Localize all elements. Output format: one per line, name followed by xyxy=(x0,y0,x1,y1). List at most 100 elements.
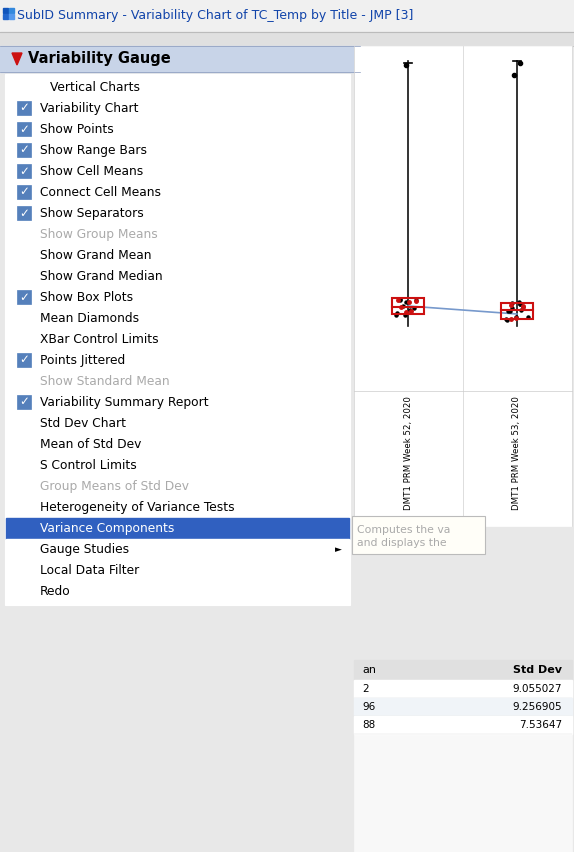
Text: Vertical Charts: Vertical Charts xyxy=(50,81,140,94)
Text: Show Grand Median: Show Grand Median xyxy=(40,270,162,283)
Text: Connect Cell Means: Connect Cell Means xyxy=(40,186,161,199)
Text: DMT1 PRM Week 53, 2020: DMT1 PRM Week 53, 2020 xyxy=(513,396,522,509)
Text: DMT1 PRM Week 52, 2020: DMT1 PRM Week 52, 2020 xyxy=(404,396,413,509)
Text: ✓: ✓ xyxy=(19,291,29,303)
Bar xyxy=(0,46,360,72)
Bar xyxy=(0,32,574,46)
Text: ✓: ✓ xyxy=(19,354,29,366)
Bar xyxy=(17,122,31,136)
Bar xyxy=(17,143,31,157)
Polygon shape xyxy=(12,53,22,65)
Text: Variance Components: Variance Components xyxy=(40,522,174,535)
Bar xyxy=(17,185,31,199)
Bar xyxy=(17,290,31,304)
Text: and displays the: and displays the xyxy=(357,538,447,548)
Text: Points Jittered: Points Jittered xyxy=(40,354,125,367)
Text: Variability Summary Report: Variability Summary Report xyxy=(40,396,208,409)
Text: Variability Chart: Variability Chart xyxy=(40,102,138,115)
Text: Heterogeneity of Variance Tests: Heterogeneity of Variance Tests xyxy=(40,501,235,514)
Bar xyxy=(352,516,485,554)
Bar xyxy=(3,14,8,19)
Bar xyxy=(6,392,349,413)
Bar xyxy=(6,287,349,308)
Text: Show Group Means: Show Group Means xyxy=(40,228,158,241)
Bar xyxy=(6,329,349,350)
Bar xyxy=(6,434,349,455)
Bar xyxy=(6,98,349,119)
Text: Computes the va: Computes the va xyxy=(357,525,451,535)
Text: Show Range Bars: Show Range Bars xyxy=(40,144,147,157)
Bar xyxy=(6,455,349,476)
Bar xyxy=(17,101,31,115)
Bar xyxy=(6,77,349,98)
Bar xyxy=(6,224,349,245)
Text: 9.055027: 9.055027 xyxy=(513,684,562,694)
Text: Group Means of Std Dev: Group Means of Std Dev xyxy=(40,480,189,493)
Bar xyxy=(17,353,31,367)
Text: Show Points: Show Points xyxy=(40,123,114,136)
Bar xyxy=(6,203,349,224)
Text: Std Dev: Std Dev xyxy=(513,665,562,675)
Text: Mean of Std Dev: Mean of Std Dev xyxy=(40,438,141,451)
Bar xyxy=(6,182,349,203)
Bar xyxy=(354,660,572,852)
Text: ►: ► xyxy=(335,545,342,554)
Bar xyxy=(354,660,572,680)
Bar xyxy=(6,518,349,539)
Bar xyxy=(6,350,349,371)
Bar xyxy=(17,206,31,220)
Bar xyxy=(6,140,349,161)
Text: Show Grand Mean: Show Grand Mean xyxy=(40,249,152,262)
Text: Show Separators: Show Separators xyxy=(40,207,144,220)
Text: an: an xyxy=(362,665,376,675)
Text: ✓: ✓ xyxy=(19,143,29,157)
Text: Std Dev Chart: Std Dev Chart xyxy=(40,417,126,430)
Text: ✓: ✓ xyxy=(19,395,29,408)
Text: ✓: ✓ xyxy=(19,101,29,114)
Bar xyxy=(501,303,533,319)
Text: ✓: ✓ xyxy=(19,164,29,177)
Text: Show Cell Means: Show Cell Means xyxy=(40,165,144,178)
Text: 2: 2 xyxy=(362,684,369,694)
Text: ✓: ✓ xyxy=(19,186,29,199)
Bar xyxy=(354,698,572,716)
Text: 88: 88 xyxy=(362,720,375,730)
Bar xyxy=(5,74,350,605)
Text: Gauge Studies: Gauge Studies xyxy=(40,543,129,556)
Text: XBar Control Limits: XBar Control Limits xyxy=(40,333,158,346)
Bar xyxy=(6,266,349,287)
Bar xyxy=(6,245,349,266)
Bar xyxy=(6,308,349,329)
Bar xyxy=(6,161,349,182)
Bar xyxy=(354,46,572,526)
Text: Mean Diamonds: Mean Diamonds xyxy=(40,312,139,325)
Bar xyxy=(9,14,14,19)
Bar xyxy=(17,395,31,409)
Bar xyxy=(6,560,349,581)
Bar xyxy=(6,371,349,392)
Bar xyxy=(9,8,14,13)
Bar xyxy=(354,680,572,698)
Bar xyxy=(6,581,349,602)
Text: Show Box Plots: Show Box Plots xyxy=(40,291,133,304)
Bar xyxy=(6,539,349,560)
Bar xyxy=(392,298,424,314)
Text: 96: 96 xyxy=(362,702,375,712)
Bar xyxy=(6,119,349,140)
Text: Variability Gauge: Variability Gauge xyxy=(28,51,170,66)
Text: SubID Summary - Variability Chart of TC_Temp by Title - JMP [3]: SubID Summary - Variability Chart of TC_… xyxy=(17,9,413,22)
Text: 7.53647: 7.53647 xyxy=(519,720,562,730)
Bar xyxy=(17,164,31,178)
Text: Show Standard Mean: Show Standard Mean xyxy=(40,375,170,388)
Bar xyxy=(6,497,349,518)
Bar xyxy=(3,8,8,13)
Text: Redo: Redo xyxy=(40,585,71,598)
Bar xyxy=(354,716,572,734)
Text: Local Data Filter: Local Data Filter xyxy=(40,564,139,577)
Bar xyxy=(6,476,349,497)
Text: ✓: ✓ xyxy=(19,206,29,220)
Text: S Control Limits: S Control Limits xyxy=(40,459,137,472)
Bar xyxy=(0,0,574,32)
Text: 9.256905: 9.256905 xyxy=(513,702,562,712)
Text: ✓: ✓ xyxy=(19,123,29,135)
